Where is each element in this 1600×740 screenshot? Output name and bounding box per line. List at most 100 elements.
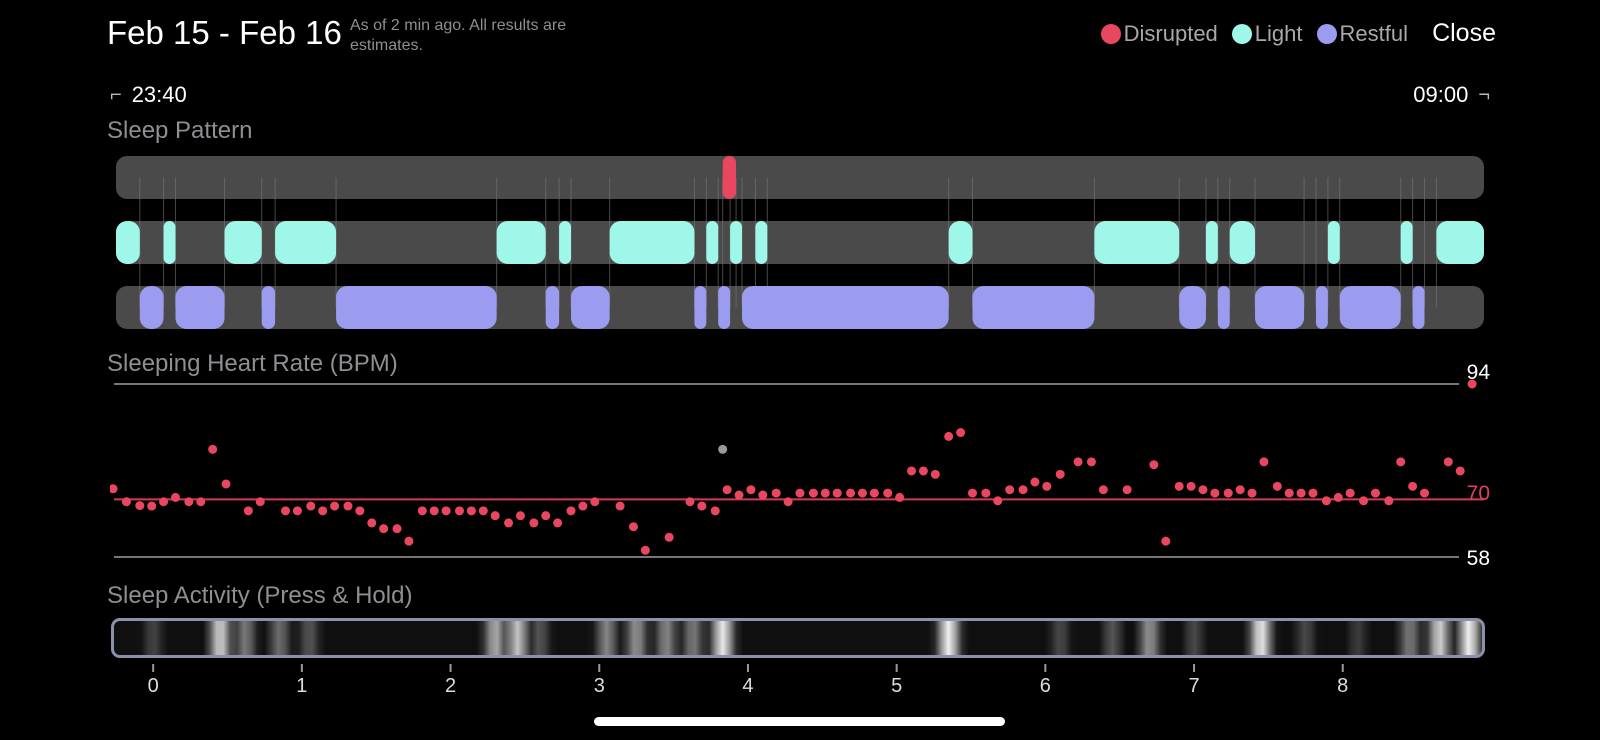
legend-item-restful: Restful <box>1316 21 1408 47</box>
heart-rate-point <box>1467 379 1477 389</box>
heart-rate-point <box>404 536 414 546</box>
heart-rate-point <box>808 488 818 498</box>
heart-rate-point <box>529 518 539 528</box>
heart-rate-point <box>1098 485 1108 495</box>
restful-segment <box>1339 286 1401 329</box>
hour-tick-label: 1 <box>296 675 307 696</box>
heart-rate-point <box>590 497 600 507</box>
heart-rate-point <box>1235 485 1245 495</box>
restful-segment <box>175 286 225 329</box>
light-segment <box>559 221 572 264</box>
heart-rate-point <box>930 469 940 479</box>
restful-segment <box>972 286 1095 329</box>
heart-rate-point <box>734 490 744 500</box>
heart-rate-point <box>857 488 867 498</box>
heart-rate-point <box>1359 496 1369 506</box>
restful-segment <box>1217 286 1230 329</box>
sleep-pattern-chart[interactable] <box>110 150 1490 335</box>
heart-rate-average-label: 70 <box>1466 482 1490 505</box>
sleep-activity-scrubber[interactable] <box>111 618 1485 658</box>
hour-tick-label: 4 <box>742 675 753 696</box>
home-indicator[interactable] <box>594 717 1005 726</box>
light-segment <box>1400 221 1413 264</box>
sleep-activity-title: Sleep Activity (Press & Hold) <box>107 582 413 609</box>
heart-rate-point <box>664 532 674 542</box>
heart-rate-point <box>710 506 720 516</box>
heart-rate-point <box>944 431 954 441</box>
heart-rate-point <box>255 497 265 507</box>
heart-rate-point <box>993 496 1003 506</box>
heart-rate-point <box>685 497 695 507</box>
heart-rate-point <box>1198 485 1208 495</box>
end-time-marker: 09:00 ¬ <box>1413 82 1490 108</box>
start-bracket-icon: ⌐ <box>110 83 122 106</box>
heart-rate-point <box>578 501 588 511</box>
heart-rate-point <box>478 506 488 516</box>
heart-rate-point <box>367 518 377 528</box>
heart-rate-point <box>1333 492 1343 502</box>
light-segment <box>1205 221 1218 264</box>
end-time-label: 09:00 <box>1413 82 1469 107</box>
heart-rate-point <box>1321 496 1331 506</box>
heart-rate-point <box>918 466 928 476</box>
track-disrupted <box>116 156 1484 199</box>
light-segment <box>948 221 973 264</box>
heart-rate-point <box>1149 460 1159 470</box>
hour-tick-label: 5 <box>891 675 902 696</box>
heart-rate-point <box>1455 466 1465 476</box>
start-time-label: 23:40 <box>131 82 187 107</box>
heart-rate-point <box>490 511 500 521</box>
heart-rate-point <box>1420 488 1430 498</box>
heart-rate-point <box>159 497 169 507</box>
heart-rate-point <box>832 488 842 498</box>
restful-segment <box>139 286 164 329</box>
heart-rate-point <box>1210 488 1220 498</box>
restful-segment <box>571 286 610 329</box>
restful-segment <box>1315 286 1328 329</box>
heart-rate-point <box>110 484 118 494</box>
heart-rate-point <box>1161 536 1171 546</box>
heart-rate-point <box>1174 481 1184 491</box>
restful-segment <box>718 286 731 329</box>
light-segment <box>116 221 140 264</box>
heart-rate-point <box>318 506 328 516</box>
hour-tick-label: 0 <box>148 675 159 696</box>
heart-rate-point <box>1042 481 1052 491</box>
light-dot-icon <box>1231 24 1252 44</box>
legend-label-restful: Restful <box>1339 21 1408 46</box>
close-button[interactable]: Close <box>1432 19 1496 47</box>
heart-rate-min-label: 58 <box>1466 547 1490 570</box>
light-segment <box>1094 221 1180 264</box>
heart-rate-chart[interactable] <box>110 360 1490 575</box>
heart-rate-outlier-point <box>718 444 728 454</box>
heart-rate-point <box>795 488 805 498</box>
estimate-note: As of 2 min ago. All results are estimat… <box>350 17 567 54</box>
light-segment <box>163 221 176 264</box>
hour-tick-label: 8 <box>1337 675 1348 696</box>
heart-rate-point <box>441 506 451 516</box>
heart-rate-point <box>1259 457 1269 467</box>
heart-rate-point <box>697 501 707 511</box>
heart-rate-point <box>1296 488 1306 498</box>
heart-rate-point <box>869 488 879 498</box>
heart-rate-point <box>121 497 131 507</box>
light-segment <box>1327 221 1340 264</box>
heart-rate-point <box>771 488 781 498</box>
legend-item-light: Light <box>1231 21 1303 47</box>
sleep-pattern-title: Sleep Pattern <box>107 117 253 144</box>
restful-segment <box>1179 286 1206 329</box>
disrupted-segment <box>722 156 737 199</box>
heart-rate-point <box>883 488 893 498</box>
heart-rate-point <box>895 492 905 502</box>
heart-rate-point <box>135 501 145 511</box>
heart-rate-point <box>1223 488 1233 498</box>
legend-label-light: Light <box>1254 21 1303 46</box>
heart-rate-point <box>967 488 977 498</box>
restful-segment <box>1412 286 1425 329</box>
light-segment <box>224 221 262 264</box>
heart-rate-point <box>746 485 756 495</box>
heart-rate-point <box>355 506 365 516</box>
heart-rate-point <box>184 497 194 507</box>
heart-rate-point <box>1408 481 1418 491</box>
hour-axis: 0 1 2 3 4 5 6 7 8 <box>148 664 1348 696</box>
